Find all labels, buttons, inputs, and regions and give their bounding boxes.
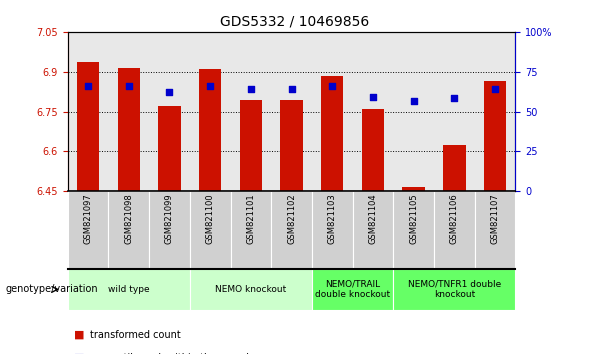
Text: NEMO/TRAIL
double knockout: NEMO/TRAIL double knockout bbox=[315, 280, 390, 299]
Text: GSM821103: GSM821103 bbox=[327, 194, 337, 244]
Bar bbox=[312, 191, 353, 269]
Point bbox=[206, 84, 215, 89]
Text: GDS5332 / 10469856: GDS5332 / 10469856 bbox=[220, 14, 369, 28]
Bar bbox=[362, 109, 384, 191]
Bar bbox=[190, 269, 312, 310]
Bar bbox=[443, 145, 465, 191]
Text: GSM821097: GSM821097 bbox=[84, 194, 92, 244]
Text: NEMO/TNFR1 double
knockout: NEMO/TNFR1 double knockout bbox=[408, 280, 501, 299]
Text: GSM821106: GSM821106 bbox=[450, 194, 459, 244]
Text: GSM821107: GSM821107 bbox=[491, 194, 499, 244]
Bar bbox=[77, 62, 100, 191]
Bar bbox=[68, 191, 108, 269]
Text: GSM821099: GSM821099 bbox=[165, 194, 174, 244]
Bar bbox=[118, 68, 140, 191]
Point bbox=[327, 84, 337, 89]
Point bbox=[287, 86, 296, 92]
Bar bbox=[393, 269, 515, 310]
Bar bbox=[402, 187, 425, 191]
Text: GSM821102: GSM821102 bbox=[287, 194, 296, 244]
Bar bbox=[353, 191, 393, 269]
Point bbox=[84, 84, 93, 89]
Text: GSM821098: GSM821098 bbox=[124, 194, 133, 244]
Text: ■: ■ bbox=[74, 330, 84, 339]
Bar bbox=[434, 191, 475, 269]
Text: ■: ■ bbox=[74, 353, 84, 354]
Point bbox=[449, 96, 459, 101]
Bar bbox=[240, 99, 262, 191]
Point bbox=[368, 94, 378, 100]
Text: GSM821105: GSM821105 bbox=[409, 194, 418, 244]
Text: percentile rank within the sample: percentile rank within the sample bbox=[90, 353, 255, 354]
Bar bbox=[312, 269, 393, 310]
Bar bbox=[321, 76, 343, 191]
Point bbox=[165, 89, 174, 95]
Text: GSM821101: GSM821101 bbox=[246, 194, 256, 244]
Bar bbox=[484, 81, 506, 191]
Bar bbox=[271, 191, 312, 269]
Bar bbox=[158, 106, 181, 191]
Text: genotype/variation: genotype/variation bbox=[6, 284, 98, 295]
Bar bbox=[280, 99, 303, 191]
Bar bbox=[230, 191, 271, 269]
Point bbox=[490, 86, 499, 92]
Point bbox=[124, 84, 134, 89]
Bar bbox=[199, 69, 221, 191]
Bar bbox=[108, 191, 149, 269]
Text: GSM821104: GSM821104 bbox=[369, 194, 378, 244]
Bar bbox=[149, 191, 190, 269]
Bar bbox=[190, 191, 230, 269]
Point bbox=[246, 86, 256, 92]
Text: transformed count: transformed count bbox=[90, 330, 181, 339]
Text: GSM821100: GSM821100 bbox=[206, 194, 214, 244]
Text: NEMO knockout: NEMO knockout bbox=[215, 285, 286, 294]
Bar bbox=[68, 269, 190, 310]
Bar bbox=[393, 191, 434, 269]
Bar bbox=[475, 191, 515, 269]
Point bbox=[409, 98, 418, 104]
Text: wild type: wild type bbox=[108, 285, 150, 294]
